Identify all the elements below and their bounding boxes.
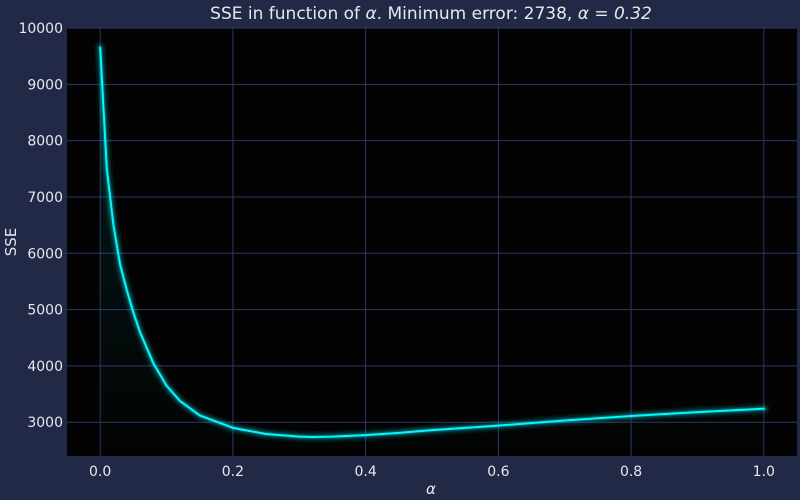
y-tick-label: 5000 [27, 303, 63, 319]
plot-background [67, 28, 797, 456]
x-tick-label: 0.4 [355, 464, 377, 480]
y-tick-label: 8000 [27, 134, 63, 150]
series-area [100, 47, 764, 457]
x-tick-label: 1.0 [753, 464, 775, 480]
x-tick-label: 0.2 [222, 464, 244, 480]
y-tick-label: 3000 [27, 415, 63, 431]
y-tick-label: 10000 [18, 21, 63, 37]
area-fill [100, 47, 764, 457]
x-tick-label: 0.0 [89, 464, 111, 480]
series-line-group [94, 41, 770, 443]
sse-series-line [99, 46, 765, 438]
grid [67, 27, 797, 456]
x-tick-label: 0.6 [487, 464, 509, 480]
chart-title: SSE in function of α. Minimum error: 273… [210, 4, 652, 24]
x-axis-label: α [426, 480, 436, 498]
y-tick-label: 9000 [27, 77, 63, 93]
y-tick-label: 6000 [27, 246, 63, 262]
y-axis-label: SSE [2, 228, 20, 257]
tick-labels: 0.0 0.2 0.4 0.6 0.8 1.0 3000 4000 5000 6000 7000 80… [18, 21, 774, 480]
y-tick-label: 7000 [27, 190, 63, 206]
y-tick-label: 4000 [27, 359, 63, 375]
x-tick-label: 0.8 [620, 464, 642, 480]
